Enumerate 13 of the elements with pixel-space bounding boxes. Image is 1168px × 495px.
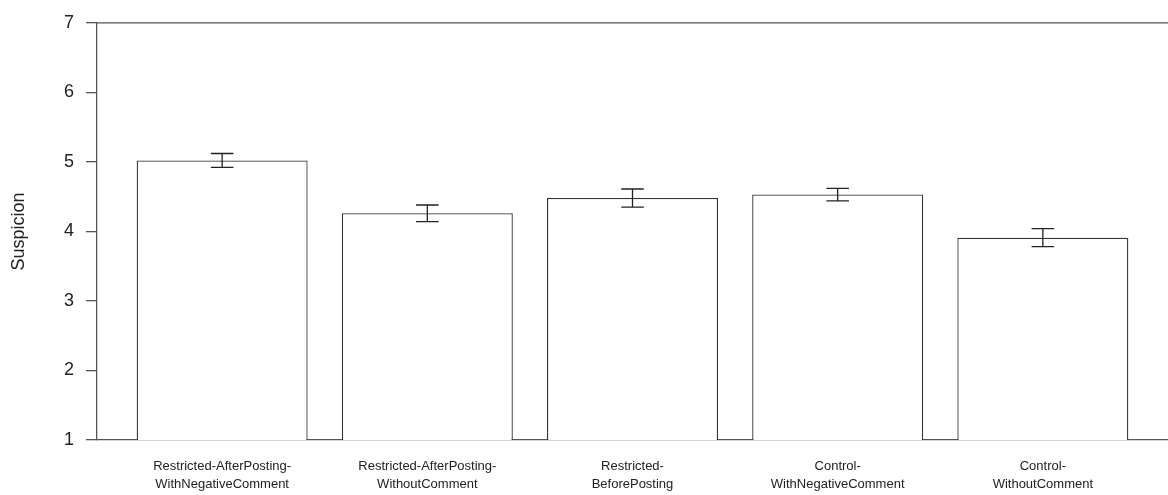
y-tick-label: 7 [63,11,74,32]
y-tick-label: 6 [63,81,74,102]
x-tick-label: Control-WithoutComment [992,457,1094,491]
y-tick-label: 3 [63,289,74,310]
x-tick-label: Restricted-AfterPosting-WithoutComment [358,457,497,491]
y-tick-label: 5 [63,150,74,171]
x-tick-label: Restricted-BeforePosting [591,457,674,491]
x-tick-label: Control-WithNegativeComment [770,457,905,491]
y-tick-label: 2 [63,359,74,380]
y-tick-label: 4 [63,220,74,241]
y-tick-label: 1 [63,428,74,449]
x-tick-label: Restricted-AfterPosting-WithNegativeComment [153,457,292,491]
y-axis-title: Suspicion [7,192,28,271]
